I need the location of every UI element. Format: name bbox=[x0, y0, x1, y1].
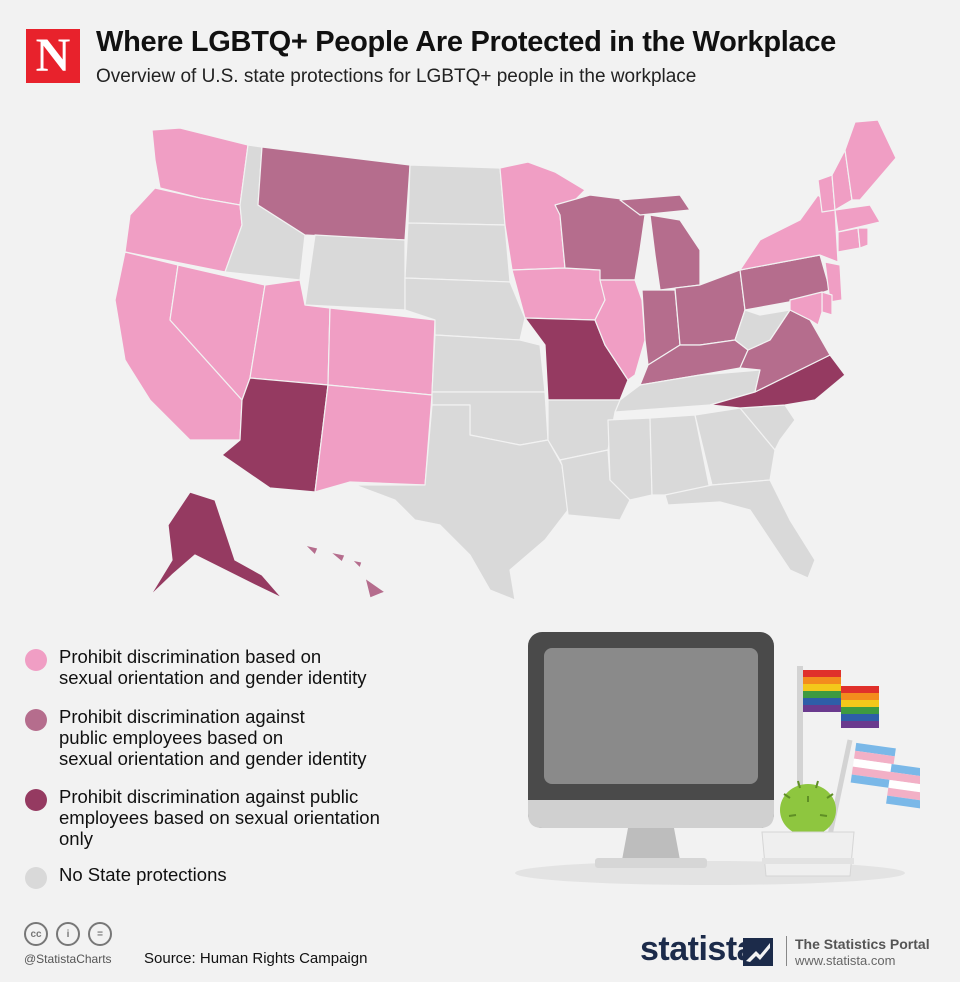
state-ms bbox=[607, 417, 653, 501]
state-la bbox=[559, 449, 631, 521]
legend-swatch-full bbox=[25, 649, 47, 671]
state-me bbox=[844, 119, 897, 201]
state-ks bbox=[431, 334, 546, 393]
portal-title: The Statistics Portal bbox=[795, 936, 930, 952]
state-nm bbox=[314, 384, 433, 493]
page-title: Where LGBTQ+ People Are Protected in the… bbox=[96, 26, 836, 58]
computer-plant-flags-illustration bbox=[515, 632, 920, 885]
attribution-icon: i bbox=[56, 922, 80, 946]
state-ga bbox=[694, 407, 776, 486]
state-md bbox=[789, 291, 823, 326]
legend-swatch-public-orientation bbox=[25, 789, 47, 811]
state-il bbox=[594, 279, 646, 381]
us-states-map bbox=[114, 119, 897, 601]
creative-commons-icons: cc i = bbox=[24, 922, 112, 946]
portal-url[interactable]: www.statista.com bbox=[795, 953, 896, 968]
legend-swatch-public-both bbox=[25, 709, 47, 731]
state-sd bbox=[404, 222, 511, 283]
state-tx bbox=[354, 404, 569, 601]
legend-label-full: Prohibit discrimination based on sexual … bbox=[59, 646, 367, 688]
cc-icon: cc bbox=[24, 922, 48, 946]
legend-item-none: No State protections bbox=[25, 864, 439, 889]
state-wy bbox=[304, 234, 406, 311]
legend-label-public-both: Prohibit discrimination against public e… bbox=[59, 706, 367, 769]
state-nj bbox=[824, 261, 843, 303]
twitter-handle[interactable]: @StatistaCharts bbox=[24, 952, 112, 966]
no-derivatives-icon: = bbox=[88, 922, 112, 946]
state-co bbox=[327, 307, 436, 396]
state-nd bbox=[407, 164, 506, 226]
state-hi bbox=[304, 544, 386, 599]
state-ak bbox=[149, 491, 283, 599]
statista-logo-icon bbox=[743, 938, 773, 966]
state-de bbox=[821, 291, 833, 316]
newsweek-logo: N bbox=[26, 29, 80, 83]
legend-item-public-both: Prohibit discrimination against public e… bbox=[25, 706, 439, 769]
state-ct bbox=[837, 227, 861, 253]
legend-item-public-orientation: Prohibit discrimination against public e… bbox=[25, 786, 439, 849]
page-subtitle: Overview of U.S. state protections for L… bbox=[96, 66, 697, 87]
legend-item-full: Prohibit discrimination based on sexual … bbox=[25, 646, 439, 688]
state-ia bbox=[511, 267, 606, 321]
portal-divider bbox=[786, 936, 787, 966]
legend-swatch-none bbox=[25, 867, 47, 889]
state-ri bbox=[857, 227, 869, 249]
legend-label-none: No State protections bbox=[59, 864, 227, 885]
legend-label-public-orientation: Prohibit discrimination against public e… bbox=[59, 786, 380, 849]
state-fl bbox=[664, 479, 816, 579]
logo-letter: N bbox=[35, 29, 71, 82]
source-note: Source: Human Rights Campaign bbox=[144, 950, 368, 967]
statista-wordmark[interactable]: statista bbox=[640, 930, 756, 968]
state-ma bbox=[834, 204, 881, 233]
